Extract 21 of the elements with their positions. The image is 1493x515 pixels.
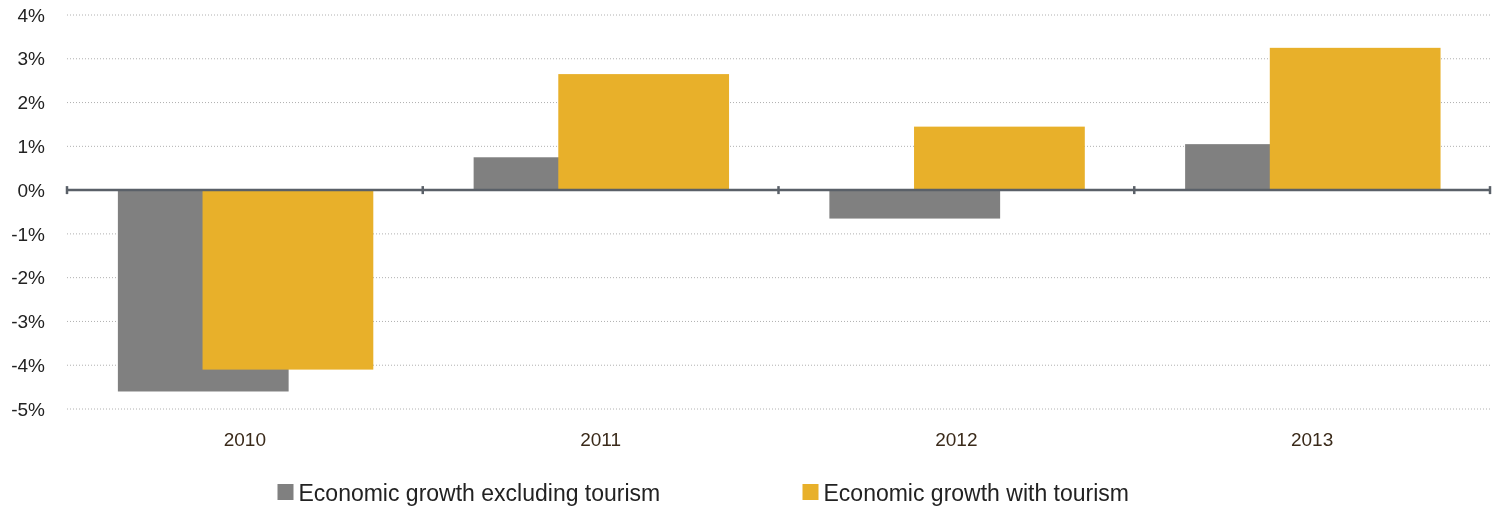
y-tick-label: 1% xyxy=(17,135,46,157)
legend-label: Economic growth with tourism xyxy=(823,480,1129,506)
y-tick-label: 2% xyxy=(17,92,46,114)
y-tick-label: 0% xyxy=(17,179,46,201)
bar xyxy=(558,74,730,191)
x-tick-label: 2011 xyxy=(580,429,622,450)
y-tick-label: 3% xyxy=(17,48,46,70)
y-tick-label: -3% xyxy=(11,311,46,333)
y-tick-label: 4% xyxy=(17,4,46,26)
x-tick-label: 2012 xyxy=(935,429,978,450)
x-tick-label: 2010 xyxy=(223,429,267,450)
bar xyxy=(202,190,374,370)
bar xyxy=(829,190,1001,219)
bar xyxy=(914,126,1085,191)
legend-label: Economic growth excluding tourism xyxy=(298,480,661,506)
bar xyxy=(1269,47,1441,191)
y-tick-label: -1% xyxy=(11,223,46,245)
y-tick-label: -5% xyxy=(11,398,46,420)
y-tick-label: -4% xyxy=(11,354,46,376)
y-tick-label: -2% xyxy=(11,267,46,289)
x-tick-label: 2013 xyxy=(1290,429,1334,450)
